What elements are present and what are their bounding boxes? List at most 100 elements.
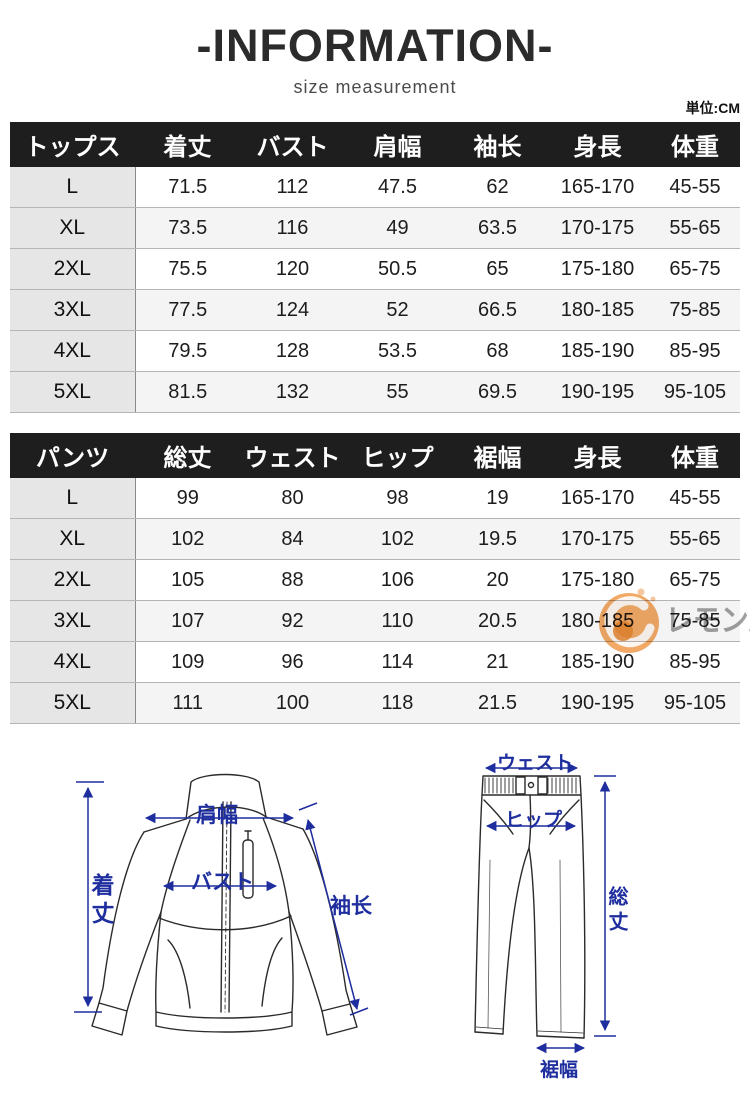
value-cell: 45-55 xyxy=(650,167,740,208)
value-cell: 80 xyxy=(240,478,345,519)
value-cell: 55-65 xyxy=(650,207,740,249)
table-row: 3XL 77.5 124 52 66.5 180-185 75-85 xyxy=(10,289,740,331)
page-title: -INFORMATION- xyxy=(196,20,554,71)
size-cell: L xyxy=(10,478,136,519)
jacket-bust-label: バスト xyxy=(191,871,254,894)
column-header: ヒップ xyxy=(345,433,450,478)
pants-header-row: パンツ 総丈 ウェスト ヒップ 裾幅 身長 体重 xyxy=(10,433,740,478)
jacket-shoulder-label: 肩幅 xyxy=(196,804,238,827)
value-cell: 165-170 xyxy=(545,167,650,208)
value-cell: 45-55 xyxy=(650,478,740,519)
table-row: L 99 80 98 19 165-170 45-55 xyxy=(10,478,740,519)
value-cell: 85-95 xyxy=(650,641,740,683)
column-header: 肩幅 xyxy=(345,122,450,167)
pants-length-label: 総丈 xyxy=(605,886,627,936)
value-cell: 180-185 xyxy=(545,289,650,331)
value-cell: 88 xyxy=(240,559,345,601)
pants-table-title: パンツ xyxy=(10,433,135,478)
table-row: 2XL 105 88 106 20 175-180 65-75 xyxy=(10,559,740,601)
size-cell: 3XL xyxy=(10,600,136,642)
value-cell: 55 xyxy=(345,371,450,413)
value-cell: 100 xyxy=(240,682,345,724)
value-cell: 73.5 xyxy=(135,207,240,249)
value-cell: 102 xyxy=(345,518,450,560)
value-cell: 102 xyxy=(135,518,240,560)
value-cell: 120 xyxy=(240,248,345,290)
value-cell: 79.5 xyxy=(135,330,240,372)
value-cell: 21 xyxy=(450,641,545,683)
size-cell: L xyxy=(10,167,136,208)
value-cell: 65-75 xyxy=(650,248,740,290)
table-row: 4XL 79.5 128 53.5 68 185-190 85-95 xyxy=(10,330,740,372)
table-row: 3XL 107 92 110 20.5 180-185 75-85 xyxy=(10,600,740,642)
column-header: ウェスト xyxy=(240,433,345,478)
measurement-diagrams: 着丈 肩幅 バスト 袖长 ウェスト ヒップ 総丈 裾幅 xyxy=(0,740,750,1104)
column-header: 身長 xyxy=(545,122,650,167)
size-cell: 4XL xyxy=(10,641,136,683)
column-header: バスト xyxy=(240,122,345,167)
value-cell: 95-105 xyxy=(650,371,740,413)
value-cell: 65-75 xyxy=(650,559,740,601)
pants-size-table: パンツ 総丈 ウェスト ヒップ 裾幅 身長 体重 L 99 80 98 19 1… xyxy=(10,433,740,724)
value-cell: 81.5 xyxy=(135,371,240,413)
value-cell: 95-105 xyxy=(650,682,740,724)
value-cell: 71.5 xyxy=(135,167,240,208)
jacket-sleeve-label: 袖长 xyxy=(330,895,372,918)
value-cell: 20 xyxy=(450,559,545,601)
table-row: L 71.5 112 47.5 62 165-170 45-55 xyxy=(10,167,740,208)
column-header: 体重 xyxy=(650,122,740,167)
column-header: 身長 xyxy=(545,433,650,478)
column-header: 体重 xyxy=(650,433,740,478)
jacket-length-label: 着丈 xyxy=(88,873,114,929)
column-header: 裾幅 xyxy=(450,433,545,478)
value-cell: 128 xyxy=(240,330,345,372)
jacket-measure-arrows xyxy=(74,781,369,1016)
value-cell: 110 xyxy=(345,600,450,642)
table-row: 5XL 111 100 118 21.5 190-195 95-105 xyxy=(10,682,740,724)
value-cell: 47.5 xyxy=(345,167,450,208)
table-row: 4XL 109 96 114 21 185-190 85-95 xyxy=(10,641,740,683)
tops-size-table: トップス 着丈 バスト 肩幅 袖长 身長 体重 L 71.5 112 47.5 … xyxy=(10,122,740,413)
value-cell: 96 xyxy=(240,641,345,683)
size-cell: XL xyxy=(10,518,136,560)
value-cell: 175-180 xyxy=(545,248,650,290)
value-cell: 68 xyxy=(450,330,545,372)
value-cell: 63.5 xyxy=(450,207,545,249)
value-cell: 77.5 xyxy=(135,289,240,331)
value-cell: 19.5 xyxy=(450,518,545,560)
value-cell: 19 xyxy=(450,478,545,519)
size-cell: 2XL xyxy=(10,559,136,601)
size-cell: 5XL xyxy=(10,371,136,413)
value-cell: 124 xyxy=(240,289,345,331)
pants-hem-label: 裾幅 xyxy=(540,1060,579,1081)
value-cell: 69.5 xyxy=(450,371,545,413)
value-cell: 50.5 xyxy=(345,248,450,290)
value-cell: 21.5 xyxy=(450,682,545,724)
size-cell: 5XL xyxy=(10,682,136,724)
size-cell: 2XL xyxy=(10,248,136,290)
table-row: 5XL 81.5 132 55 69.5 190-195 95-105 xyxy=(10,371,740,413)
value-cell: 180-185 xyxy=(545,600,650,642)
page-subtitle: size measurement xyxy=(293,77,457,97)
value-cell: 111 xyxy=(135,682,240,724)
unit-label: 単位:CM xyxy=(685,100,740,116)
value-cell: 185-190 xyxy=(545,330,650,372)
value-cell: 98 xyxy=(345,478,450,519)
value-cell: 118 xyxy=(345,682,450,724)
value-cell: 109 xyxy=(135,641,240,683)
value-cell: 62 xyxy=(450,167,545,208)
value-cell: 84 xyxy=(240,518,345,560)
value-cell: 170-175 xyxy=(545,207,650,249)
value-cell: 99 xyxy=(135,478,240,519)
value-cell: 105 xyxy=(135,559,240,601)
value-cell: 75-85 xyxy=(650,289,740,331)
column-header: 着丈 xyxy=(135,122,240,167)
pants-diagram xyxy=(474,762,616,1054)
jacket-diagram xyxy=(74,773,369,1036)
table-row: XL 102 84 102 19.5 170-175 55-65 xyxy=(10,518,740,560)
value-cell: 66.5 xyxy=(450,289,545,331)
value-cell: 85-95 xyxy=(650,330,740,372)
value-cell: 49 xyxy=(345,207,450,249)
pants-measure-arrows xyxy=(484,762,616,1054)
value-cell: 132 xyxy=(240,371,345,413)
